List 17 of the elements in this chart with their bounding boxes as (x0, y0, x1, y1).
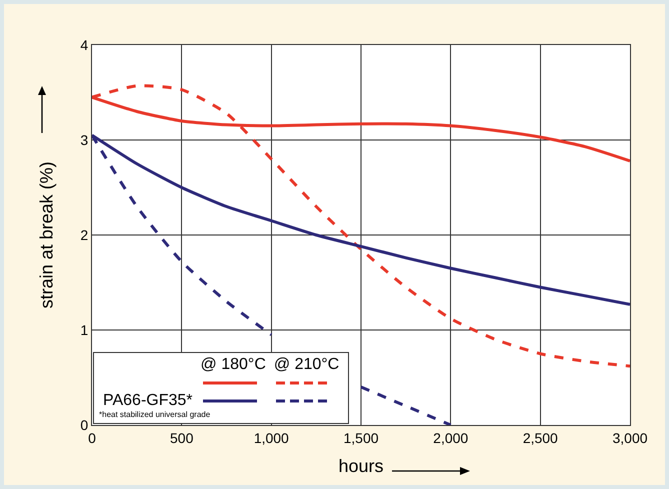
x-tick-label: 2,000 (433, 430, 468, 446)
y-axis-title: strain at break (%) (36, 161, 57, 309)
legend-label: PA66-GF35* (102, 392, 194, 410)
x-tick-label: 2,500 (522, 430, 558, 446)
x-tick-label: 500 (170, 430, 194, 446)
annotation: @ 210°C (272, 356, 340, 374)
x-tick-label: 3,000 (612, 430, 648, 446)
x-tick-label: 1,000 (254, 430, 290, 446)
annotation: @ 180°C (200, 356, 267, 374)
x-tick-label: 1,500 (343, 430, 379, 446)
y-tick-label: 0 (80, 416, 88, 433)
y-tick-label: 4 (80, 36, 88, 53)
y-tick-label: 1 (80, 322, 88, 338)
annotation: *heat stabilized universal grade (99, 410, 212, 420)
y-tick-label: 3 (80, 132, 88, 148)
x-axis-title: hours (338, 456, 384, 476)
y-tick-label: 2 (80, 226, 88, 243)
